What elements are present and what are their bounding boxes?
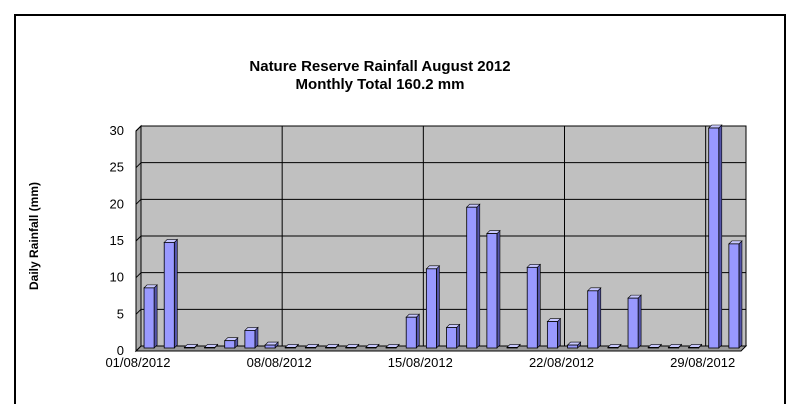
bar bbox=[163, 241, 175, 349]
bar-side bbox=[718, 124, 723, 349]
bar bbox=[667, 346, 679, 349]
y-gridline-wall bbox=[135, 125, 142, 132]
bar-side bbox=[456, 323, 460, 349]
bar bbox=[607, 346, 619, 349]
bar bbox=[526, 266, 538, 349]
rainfall-chart: 0 5 10 15 20 25 30 01/08/2012 08/08/2012 15/08/20… bbox=[105, 123, 748, 370]
bar bbox=[224, 340, 236, 349]
bar-side bbox=[557, 317, 561, 349]
bar bbox=[567, 344, 579, 349]
x-tick-label: 22/08/2012 bbox=[529, 355, 594, 370]
bar-side bbox=[597, 287, 602, 349]
bar bbox=[546, 321, 558, 349]
x-tick-label: 08/08/2012 bbox=[247, 355, 312, 370]
bar bbox=[728, 243, 740, 349]
bar-side bbox=[173, 238, 178, 349]
bar bbox=[647, 346, 659, 349]
bar-side bbox=[738, 240, 743, 349]
bar bbox=[708, 127, 720, 349]
bar-side bbox=[536, 263, 541, 349]
y-tick-label: 30 bbox=[110, 123, 124, 138]
bar bbox=[446, 327, 458, 349]
bar bbox=[688, 346, 700, 349]
bar bbox=[466, 206, 478, 349]
y-tick-label: 15 bbox=[110, 233, 124, 248]
bar-side bbox=[153, 284, 158, 349]
bar bbox=[304, 346, 316, 349]
y-tick-label: 10 bbox=[110, 270, 124, 285]
bar bbox=[325, 346, 337, 349]
bar bbox=[405, 316, 417, 349]
y-tick-label: 20 bbox=[110, 196, 124, 211]
bar bbox=[143, 287, 155, 349]
bar bbox=[204, 346, 216, 349]
bar bbox=[385, 346, 397, 349]
y-tick-label: 0 bbox=[117, 343, 124, 358]
y-gridline-wall bbox=[135, 162, 142, 169]
y-gridline-wall bbox=[135, 272, 142, 279]
y-tick-label: 5 bbox=[117, 306, 124, 321]
y-gridline-wall bbox=[135, 235, 142, 242]
bar-side bbox=[637, 294, 642, 349]
bar bbox=[486, 233, 498, 349]
bar bbox=[506, 346, 518, 349]
bar bbox=[425, 268, 437, 349]
bar-side bbox=[254, 326, 259, 349]
bar bbox=[284, 346, 296, 349]
bar-side bbox=[415, 313, 420, 349]
bar-side bbox=[476, 203, 481, 349]
bar bbox=[264, 344, 276, 349]
chart-title: Nature Reserve Rainfall August 2012 bbox=[249, 58, 511, 75]
bar bbox=[345, 346, 357, 349]
chart-subtitle: Monthly Total 160.2 mm bbox=[295, 76, 465, 93]
x-tick-label: 15/08/2012 bbox=[388, 355, 453, 370]
y-gridline-wall bbox=[135, 198, 142, 205]
bar bbox=[183, 346, 195, 349]
y-tick-label: 25 bbox=[110, 160, 124, 175]
bar bbox=[365, 346, 377, 349]
bar bbox=[627, 297, 639, 349]
x-tick-label: 01/08/2012 bbox=[105, 355, 170, 370]
bar-side bbox=[496, 229, 501, 349]
bar bbox=[587, 290, 599, 349]
bar bbox=[244, 329, 256, 349]
y-gridline-wall bbox=[135, 308, 142, 315]
x-tick-label: 29/08/2012 bbox=[670, 355, 735, 370]
bar-side bbox=[436, 265, 440, 349]
